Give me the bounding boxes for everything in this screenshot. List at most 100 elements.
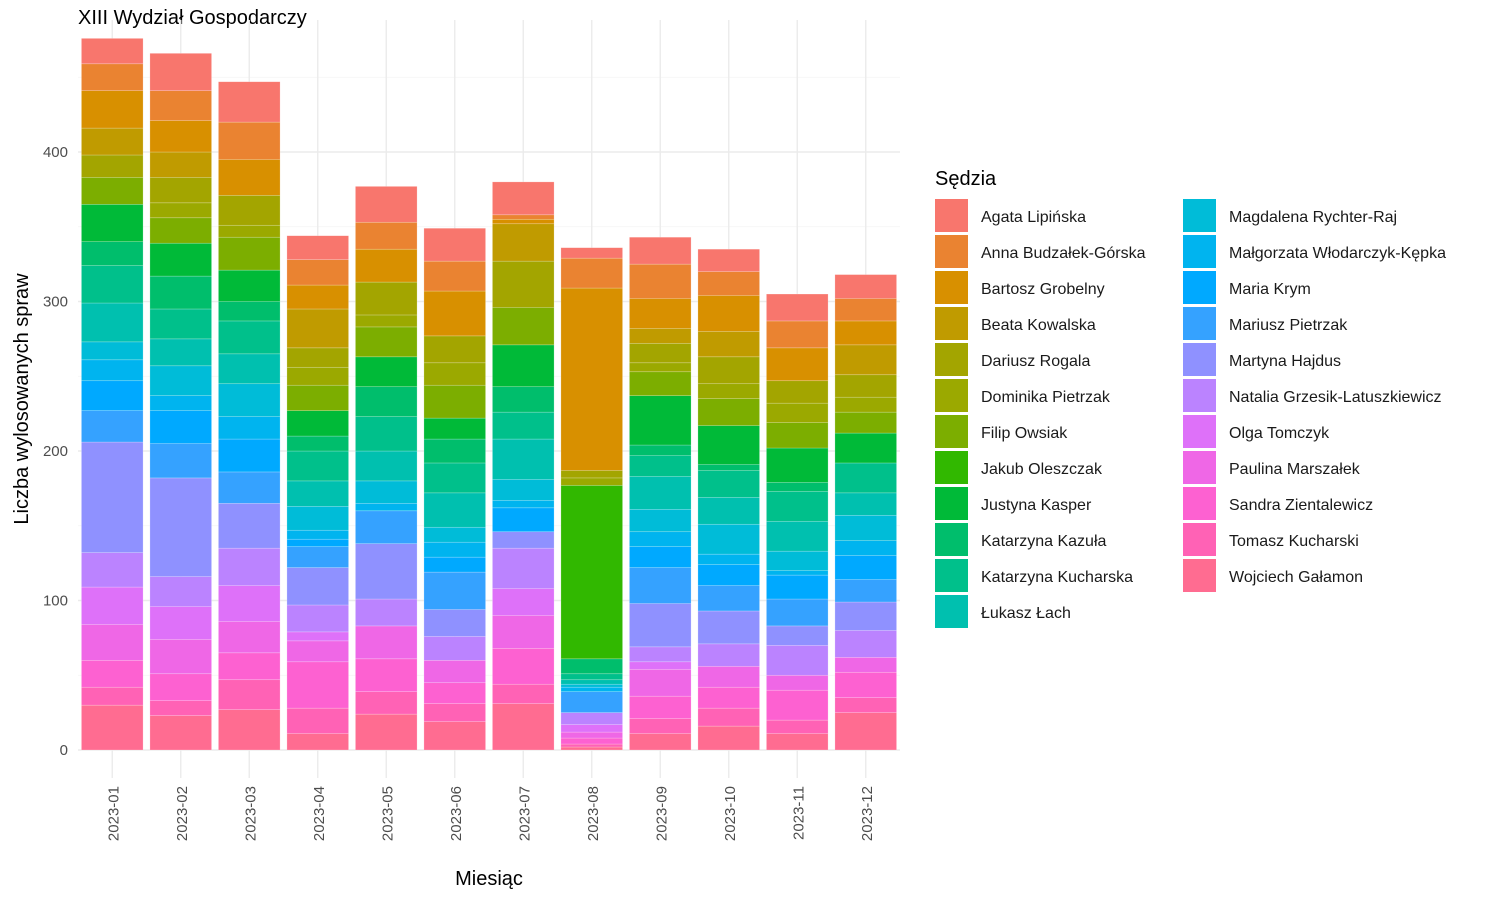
legend-label: Beata Kowalska (981, 317, 1096, 334)
bar-segment (492, 438, 555, 480)
bar-segment (766, 733, 829, 751)
y-tick-label: 0 (60, 742, 68, 759)
legend-label: Olga Tomczyk (1229, 425, 1330, 442)
bar-segment (286, 450, 349, 482)
bar-segment (355, 658, 418, 692)
bar-segment (81, 154, 144, 178)
legend-swatch (935, 343, 968, 376)
legend-swatch (1183, 451, 1216, 484)
legend-label: Katarzyna Kazuła (981, 533, 1107, 550)
bar-segment (560, 470, 623, 479)
bar-segment (697, 686, 760, 709)
legend-label: Agata Lipińska (981, 209, 1086, 226)
bar-segment (560, 673, 623, 681)
bar-segment (492, 260, 555, 308)
bar-segment (149, 217, 212, 244)
bar-segment (766, 674, 829, 691)
bar-segment (355, 450, 418, 482)
bar-stack-2023-04 (286, 235, 349, 751)
bar-segment (766, 380, 829, 404)
bar-segment (834, 374, 897, 398)
bar-segment (560, 658, 623, 675)
bar-segment (629, 263, 692, 299)
bar-segment (81, 265, 144, 304)
bar-segment (834, 712, 897, 751)
bar-segment (834, 320, 897, 346)
bar-segment (218, 438, 281, 473)
bar-segment (629, 733, 692, 751)
bar-segment (766, 719, 829, 734)
bar-segment (286, 435, 349, 452)
bar-segment (834, 601, 897, 631)
bar-segment (629, 668, 692, 697)
bar-segment (81, 659, 144, 688)
bar-segment (629, 343, 692, 364)
bar-stack-2023-08 (560, 247, 623, 751)
bar-segment (81, 302, 144, 343)
legend-label: Martyna Hajdus (1229, 353, 1341, 370)
bar-segment (492, 223, 555, 262)
legend-item: Sandra Zientalewicz (1183, 487, 1373, 520)
bar-segment (834, 462, 897, 494)
bar-segment (218, 301, 281, 322)
bar-segment (629, 695, 692, 719)
bar-segment (149, 53, 212, 92)
bar-segment (355, 248, 418, 283)
legend: Sędzia Agata Lipińska Anna Budzałek-Górska… (935, 168, 1446, 628)
bar-segment (629, 455, 692, 477)
legend-item: Katarzyna Kucharska (935, 559, 1133, 592)
bar-segment (286, 384, 349, 411)
y-tick-label: 400 (43, 144, 68, 161)
bar-segment (492, 386, 555, 413)
bar-segment (492, 703, 555, 751)
bar-segment (149, 477, 212, 577)
bar-segment (286, 707, 349, 734)
bar-segment (629, 567, 692, 604)
bar-segment (766, 422, 829, 449)
legend-item: Martyna Hajdus (1183, 343, 1341, 376)
bar-segment (81, 552, 144, 588)
bar-segment (355, 503, 418, 512)
legend-label: Anna Budzałek-Górska (981, 245, 1146, 262)
bar-segment (560, 746, 623, 751)
bar-segment (423, 682, 486, 704)
legend-item: Maria Krym (1183, 271, 1311, 304)
bar-segment (834, 344, 897, 376)
bar-segment (492, 500, 555, 509)
bar-segment (834, 492, 897, 516)
bar-segment (560, 731, 623, 739)
bar-stack-2023-01 (81, 38, 144, 751)
bar-segment (149, 410, 212, 444)
bar-segment (286, 604, 349, 633)
bar-segment (697, 464, 760, 471)
bar-segment (81, 241, 144, 266)
bar-segment (492, 344, 555, 388)
bar-segment (81, 177, 144, 205)
legend-label: Łukasz Łach (981, 605, 1071, 622)
bar-segment (423, 659, 486, 684)
bar-segment (629, 661, 692, 670)
legend-label: Wojciech Gałamon (1229, 569, 1363, 586)
bar-segment (492, 531, 555, 549)
bar-segment (81, 441, 144, 553)
legend-swatch (935, 487, 968, 520)
bar-segment (423, 526, 486, 543)
bar-segment (423, 417, 486, 440)
bar-segment (423, 290, 486, 337)
bar-segment (834, 298, 897, 322)
bar-segment (697, 271, 760, 296)
x-tick-label: 2023-12 (859, 786, 876, 841)
bar-segment (218, 547, 281, 586)
bar-segment (560, 679, 623, 685)
bar-segment (355, 356, 418, 388)
legend-label: Tomasz Kucharski (1229, 533, 1359, 550)
legend-item: Mariusz Pietrzak (1183, 307, 1348, 340)
legend-item: Tomasz Kucharski (1183, 523, 1359, 556)
bar-segment (560, 737, 623, 745)
bar-segment (629, 395, 692, 446)
bar-stack-2023-02 (149, 53, 212, 751)
bar-segment (697, 425, 760, 465)
legend-item: Katarzyna Kazuła (935, 523, 1107, 556)
bar-segment (423, 541, 486, 558)
bar-segment (697, 383, 760, 399)
